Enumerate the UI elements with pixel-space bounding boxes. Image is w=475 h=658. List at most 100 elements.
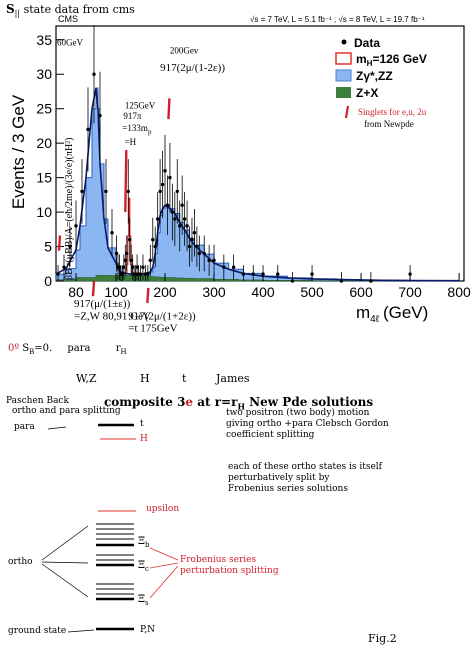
data-point — [135, 265, 139, 269]
data-point — [178, 224, 182, 228]
annotation-text: 917(2μ/(1-2ε)) — [160, 62, 225, 74]
x-tick-label: 80 — [68, 284, 84, 300]
y-ticks: 0 5 10 15 20 25 30 35 — [36, 32, 64, 289]
upsilon-label: upsilon — [146, 504, 180, 514]
energy-level-diagram — [41, 423, 179, 633]
data-point — [276, 272, 280, 276]
x-tick-label: 100 — [104, 284, 128, 300]
data-point — [170, 210, 175, 214]
data-point — [128, 237, 132, 242]
note1-line1: two positron (two body) motion — [226, 408, 370, 418]
annotation-text: 125GeV — [125, 101, 156, 111]
red-marker — [146, 287, 150, 304]
h-label: H — [140, 434, 148, 444]
xi-b-symbol: Ξ — [138, 536, 146, 547]
pn-label: P,N — [140, 625, 155, 635]
data-point — [138, 272, 143, 276]
title-sub: H — [237, 401, 245, 412]
data-point — [114, 251, 119, 256]
middle-r: r — [115, 343, 121, 354]
energy-label: √s = 7 TeV, L = 5.1 fb⁻¹ ; √s = 8 TeV, L… — [250, 15, 425, 24]
label-wz: W,Z — [76, 372, 97, 385]
ground-state-label: ground state — [8, 626, 67, 636]
data-point — [143, 272, 148, 276]
data-point — [146, 272, 150, 276]
x-ticks: 80 100 200 300 400 500 600 700 800 — [68, 273, 471, 300]
ortho-fan-3 — [41, 563, 89, 598]
note2-line2: perturbatively split by — [228, 473, 330, 483]
data-point — [117, 265, 122, 269]
cms-mass-chart: 80 100 200 300 400 500 600 700 800 0 5 10 15 20 25 30 3… — [9, 14, 471, 334]
data-point — [369, 279, 373, 283]
y-tick-label: 20 — [36, 135, 52, 151]
data-point — [151, 237, 155, 242]
data-point — [187, 244, 192, 249]
label-james: James — [216, 372, 250, 385]
data-point — [180, 203, 184, 207]
data-point — [104, 189, 108, 194]
legend-zz-swatch — [335, 69, 352, 82]
data-point — [62, 265, 66, 269]
data-point — [207, 258, 211, 263]
red-marker — [124, 150, 128, 213]
y-axis-label: Events / 3 GeV — [9, 94, 28, 209]
para-pointer — [47, 426, 67, 430]
data-point — [74, 224, 78, 228]
data-point — [182, 217, 187, 221]
ortho-fan-2 — [41, 561, 89, 564]
legend-signal-swatch — [335, 52, 352, 65]
data-point — [185, 224, 189, 228]
header-title: S — [6, 2, 15, 16]
annotation-text: 917(2μ/(1+2ε)) — [128, 311, 196, 323]
annotation-text: =Z,W 80,91 GeV — [74, 311, 151, 323]
frob-line-1 — [149, 547, 179, 561]
data-point — [173, 217, 177, 221]
title-a: composite 3 — [104, 395, 186, 409]
data-point — [80, 189, 84, 194]
legend-signal-label: mH=126 GeV — [356, 52, 427, 68]
ortho-para-label: ortho and para splitting — [12, 406, 121, 416]
annotation-subscript: p — [148, 128, 152, 136]
y-tick-label: 30 — [36, 66, 52, 82]
annotation-text: =t 175GeV — [128, 322, 177, 334]
xi-c-sub: c — [145, 565, 149, 573]
note1-line2: giving ortho +para Clebsch Gordon — [226, 419, 389, 429]
middle-para: para — [67, 343, 91, 354]
data-point — [222, 265, 226, 269]
legend-zz-label: Zγ*,ZZ — [356, 69, 393, 83]
t-label: t — [140, 419, 144, 429]
data-point — [126, 189, 130, 194]
label-t: t — [182, 372, 187, 385]
data-point — [168, 175, 172, 180]
note2-line3: Frobenius series solutions — [228, 484, 348, 494]
middle-s-sub: B — [29, 348, 35, 356]
data-point — [339, 279, 344, 283]
data-point — [202, 251, 206, 256]
data-point — [129, 258, 133, 263]
side-formula: βB=(μBB)/A=(eħ/2me)/(3e/e)(πH²) — [64, 137, 75, 280]
annotation-text: 60GeV — [57, 37, 83, 47]
legend-signal-m: m — [356, 52, 367, 66]
x-tick-label: 500 — [300, 284, 324, 300]
annotation-text: =H — [125, 137, 137, 147]
ortho-label: ortho — [8, 557, 33, 567]
figure-label: Fig.2 — [368, 632, 397, 645]
y-tick-label: 0 — [44, 273, 52, 289]
x-axis-label-unit: (GeV) — [383, 303, 428, 322]
legend-signal-rest: =126 GeV — [372, 52, 426, 66]
x-axis-label: m4ℓ (GeV) — [356, 303, 428, 325]
x-axis-label-main: m — [356, 303, 370, 322]
data-point — [212, 258, 216, 263]
legend-data-marker — [341, 39, 347, 45]
middle-r-sub: H — [120, 348, 127, 356]
data-point — [56, 272, 60, 276]
legend-zx-swatch — [336, 87, 351, 98]
data-point — [130, 265, 135, 269]
frob-line1-text: Frobenius series — [180, 555, 257, 565]
data-point — [190, 237, 194, 242]
note-clebsch: two positron (two body) motion giving or… — [226, 408, 389, 441]
middle-s: S — [22, 343, 30, 354]
title-b: at r=r — [193, 395, 238, 409]
data-point — [165, 203, 170, 207]
ortho-fan-1 — [41, 525, 89, 561]
